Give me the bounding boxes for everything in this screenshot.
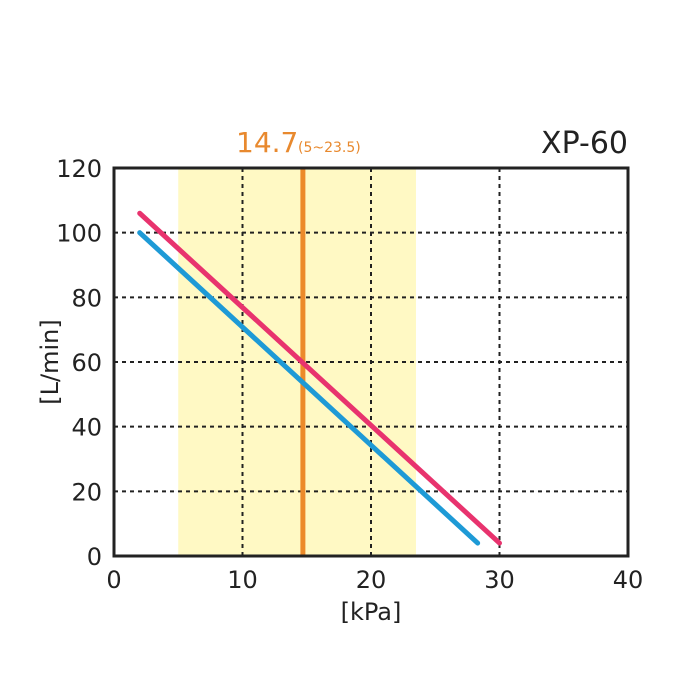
y-tick-label: 120 <box>56 155 102 183</box>
y-tick-label: 0 <box>87 543 102 571</box>
plot-frame <box>112 166 630 558</box>
x-tick-label: 20 <box>356 566 387 594</box>
y-tick-label: 60 <box>71 349 102 377</box>
x-axis-label: [kPa] <box>341 598 402 626</box>
x-tick-label: 0 <box>106 566 121 594</box>
x-tick-label: 10 <box>227 566 258 594</box>
y-axis-label: [L/min] <box>36 319 64 404</box>
annotation-range: (5~23.5) <box>298 140 361 156</box>
operating-range-band <box>178 168 416 556</box>
series-line-1 <box>137 230 481 546</box>
x-tick-label: 40 <box>613 566 644 594</box>
chart-title: XP-60 <box>541 126 628 161</box>
y-tick-label: 40 <box>71 414 102 442</box>
y-tick-label: 20 <box>71 478 102 506</box>
y-tick-label: 80 <box>71 284 102 312</box>
y-tick-label: 100 <box>56 220 102 248</box>
series-line-0 <box>137 210 502 546</box>
x-tick-label: 30 <box>484 566 515 594</box>
annotation-value: 14.7 <box>236 126 298 159</box>
